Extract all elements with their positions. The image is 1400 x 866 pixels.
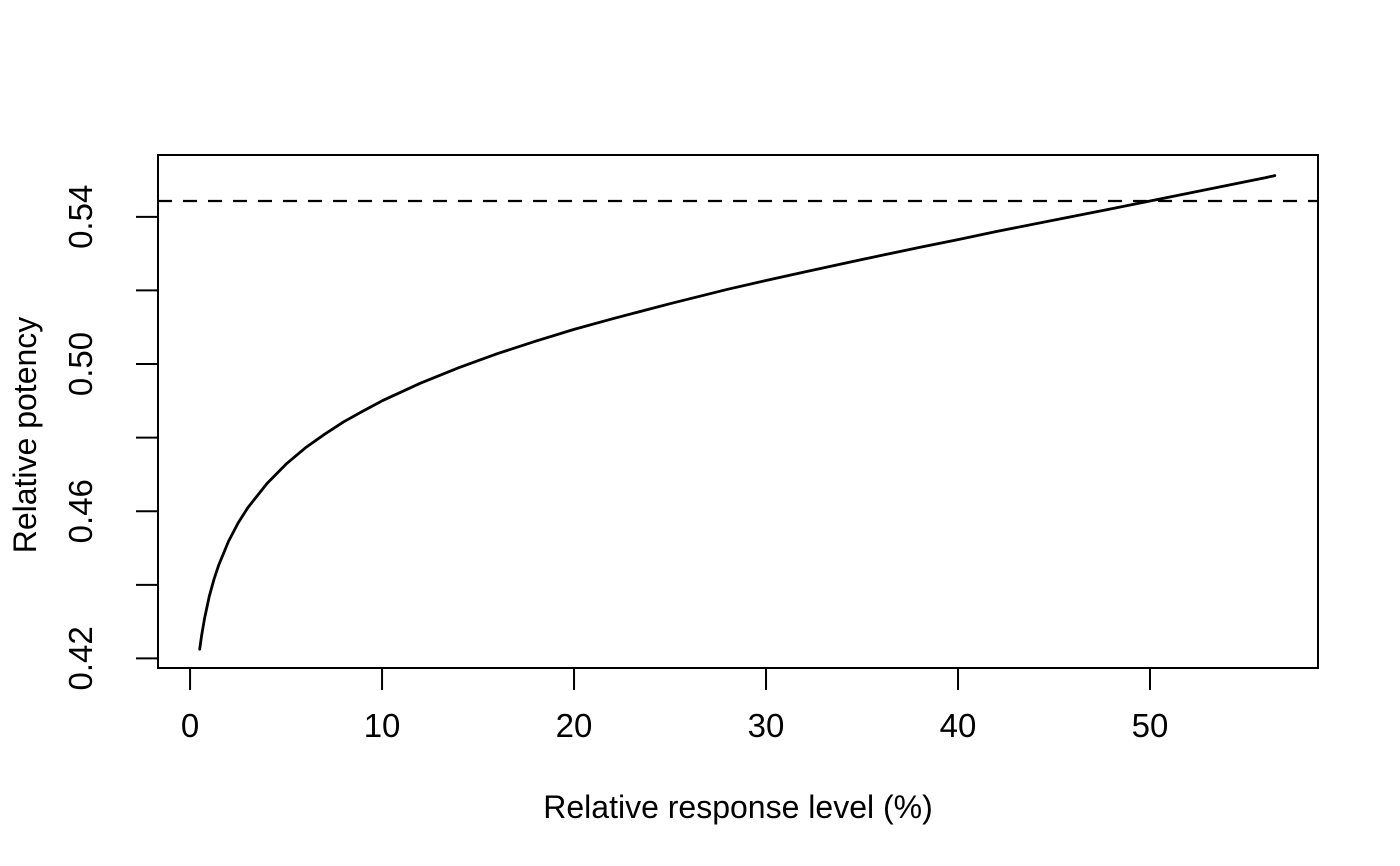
y-tick-label: 0.42 xyxy=(62,626,99,690)
x-tick-label: 20 xyxy=(556,707,593,744)
x-tick-label: 50 xyxy=(1132,707,1169,744)
x-tick-label: 30 xyxy=(748,707,785,744)
x-tick-label: 40 xyxy=(940,707,977,744)
relative-potency-curve xyxy=(198,174,1277,651)
plot-frame xyxy=(157,154,1319,669)
plot-area: 0 10 20 30 40 50 0.42 0.46 0.50 0.54 xyxy=(62,154,1319,744)
y-tick-label: 0.46 xyxy=(62,479,99,543)
x-tick-label: 10 xyxy=(364,707,401,744)
y-tick-label: 0.54 xyxy=(62,185,99,249)
y-axis-title: Relative potency xyxy=(7,317,43,554)
x-tick-label: 0 xyxy=(181,707,199,744)
x-axis-title: Relative response level (%) xyxy=(543,789,933,825)
y-tick-label: 0.50 xyxy=(62,332,99,396)
